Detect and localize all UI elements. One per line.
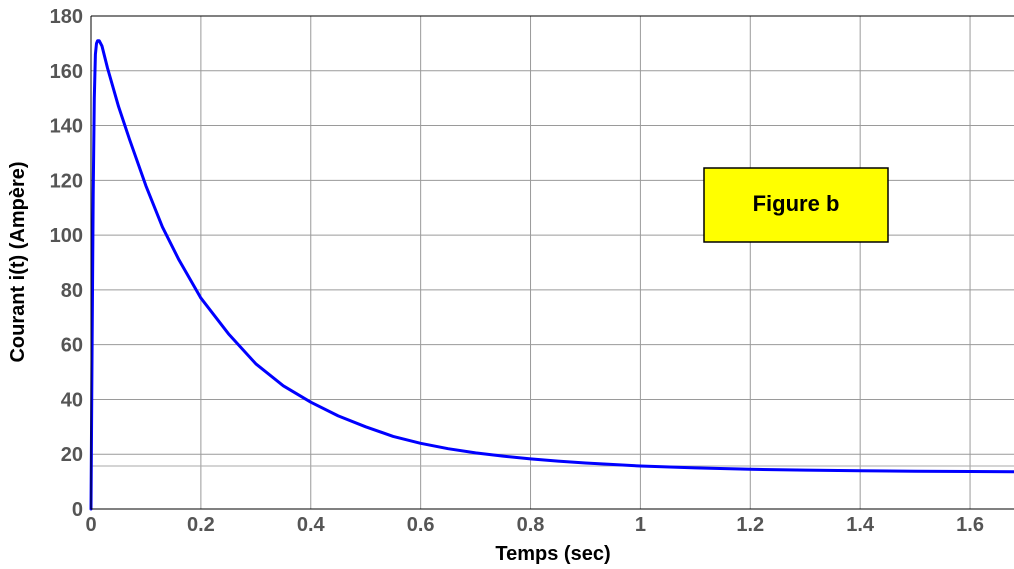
y-tick-labels: 0 20 40 60 80 100 120 140 160 180: [50, 6, 83, 521]
data-series: [89, 39, 1014, 511]
annotation-text: Figure b: [753, 191, 840, 216]
x-tick-label: 1.2: [736, 514, 764, 536]
x-tick-labels: 0 0.2 0.4 0.6 0.8 1 1.2 1.4 1.6: [85, 514, 984, 536]
x-tick-label: 0.2: [187, 514, 215, 536]
x-tick-label: 0.6: [407, 514, 435, 536]
y-tick-label: 140: [50, 116, 83, 138]
vertical-gridlines: [200, 16, 971, 509]
x-tick-label: 1.4: [846, 514, 875, 536]
x-tick-label: 1: [635, 514, 646, 536]
x-tick-label: 0.8: [517, 514, 545, 536]
plot-background: [91, 16, 1014, 509]
y-tick-label: 80: [61, 280, 83, 302]
y-tick-label: 40: [61, 389, 83, 411]
y-tick-label: 100: [50, 225, 83, 247]
x-tick-label: 0.4: [297, 514, 326, 536]
y-tick-label: 20: [61, 444, 83, 466]
series-line: [89, 39, 1014, 511]
y-tick-label: 160: [50, 61, 83, 83]
x-tick-label: 0: [85, 514, 96, 536]
y-tick-label: 120: [50, 170, 83, 192]
x-axis-label: Temps (sec): [495, 543, 610, 565]
y-tick-label: 60: [61, 335, 83, 357]
figure-annotation: Figure b: [703, 167, 889, 243]
y-tick-label: 0: [72, 499, 83, 521]
y-axis-label: Courant i(t) (Ampère): [7, 161, 29, 362]
y-tick-label: 180: [50, 6, 83, 28]
annotation-box: [703, 167, 889, 243]
x-tick-label: 1.6: [956, 514, 984, 536]
